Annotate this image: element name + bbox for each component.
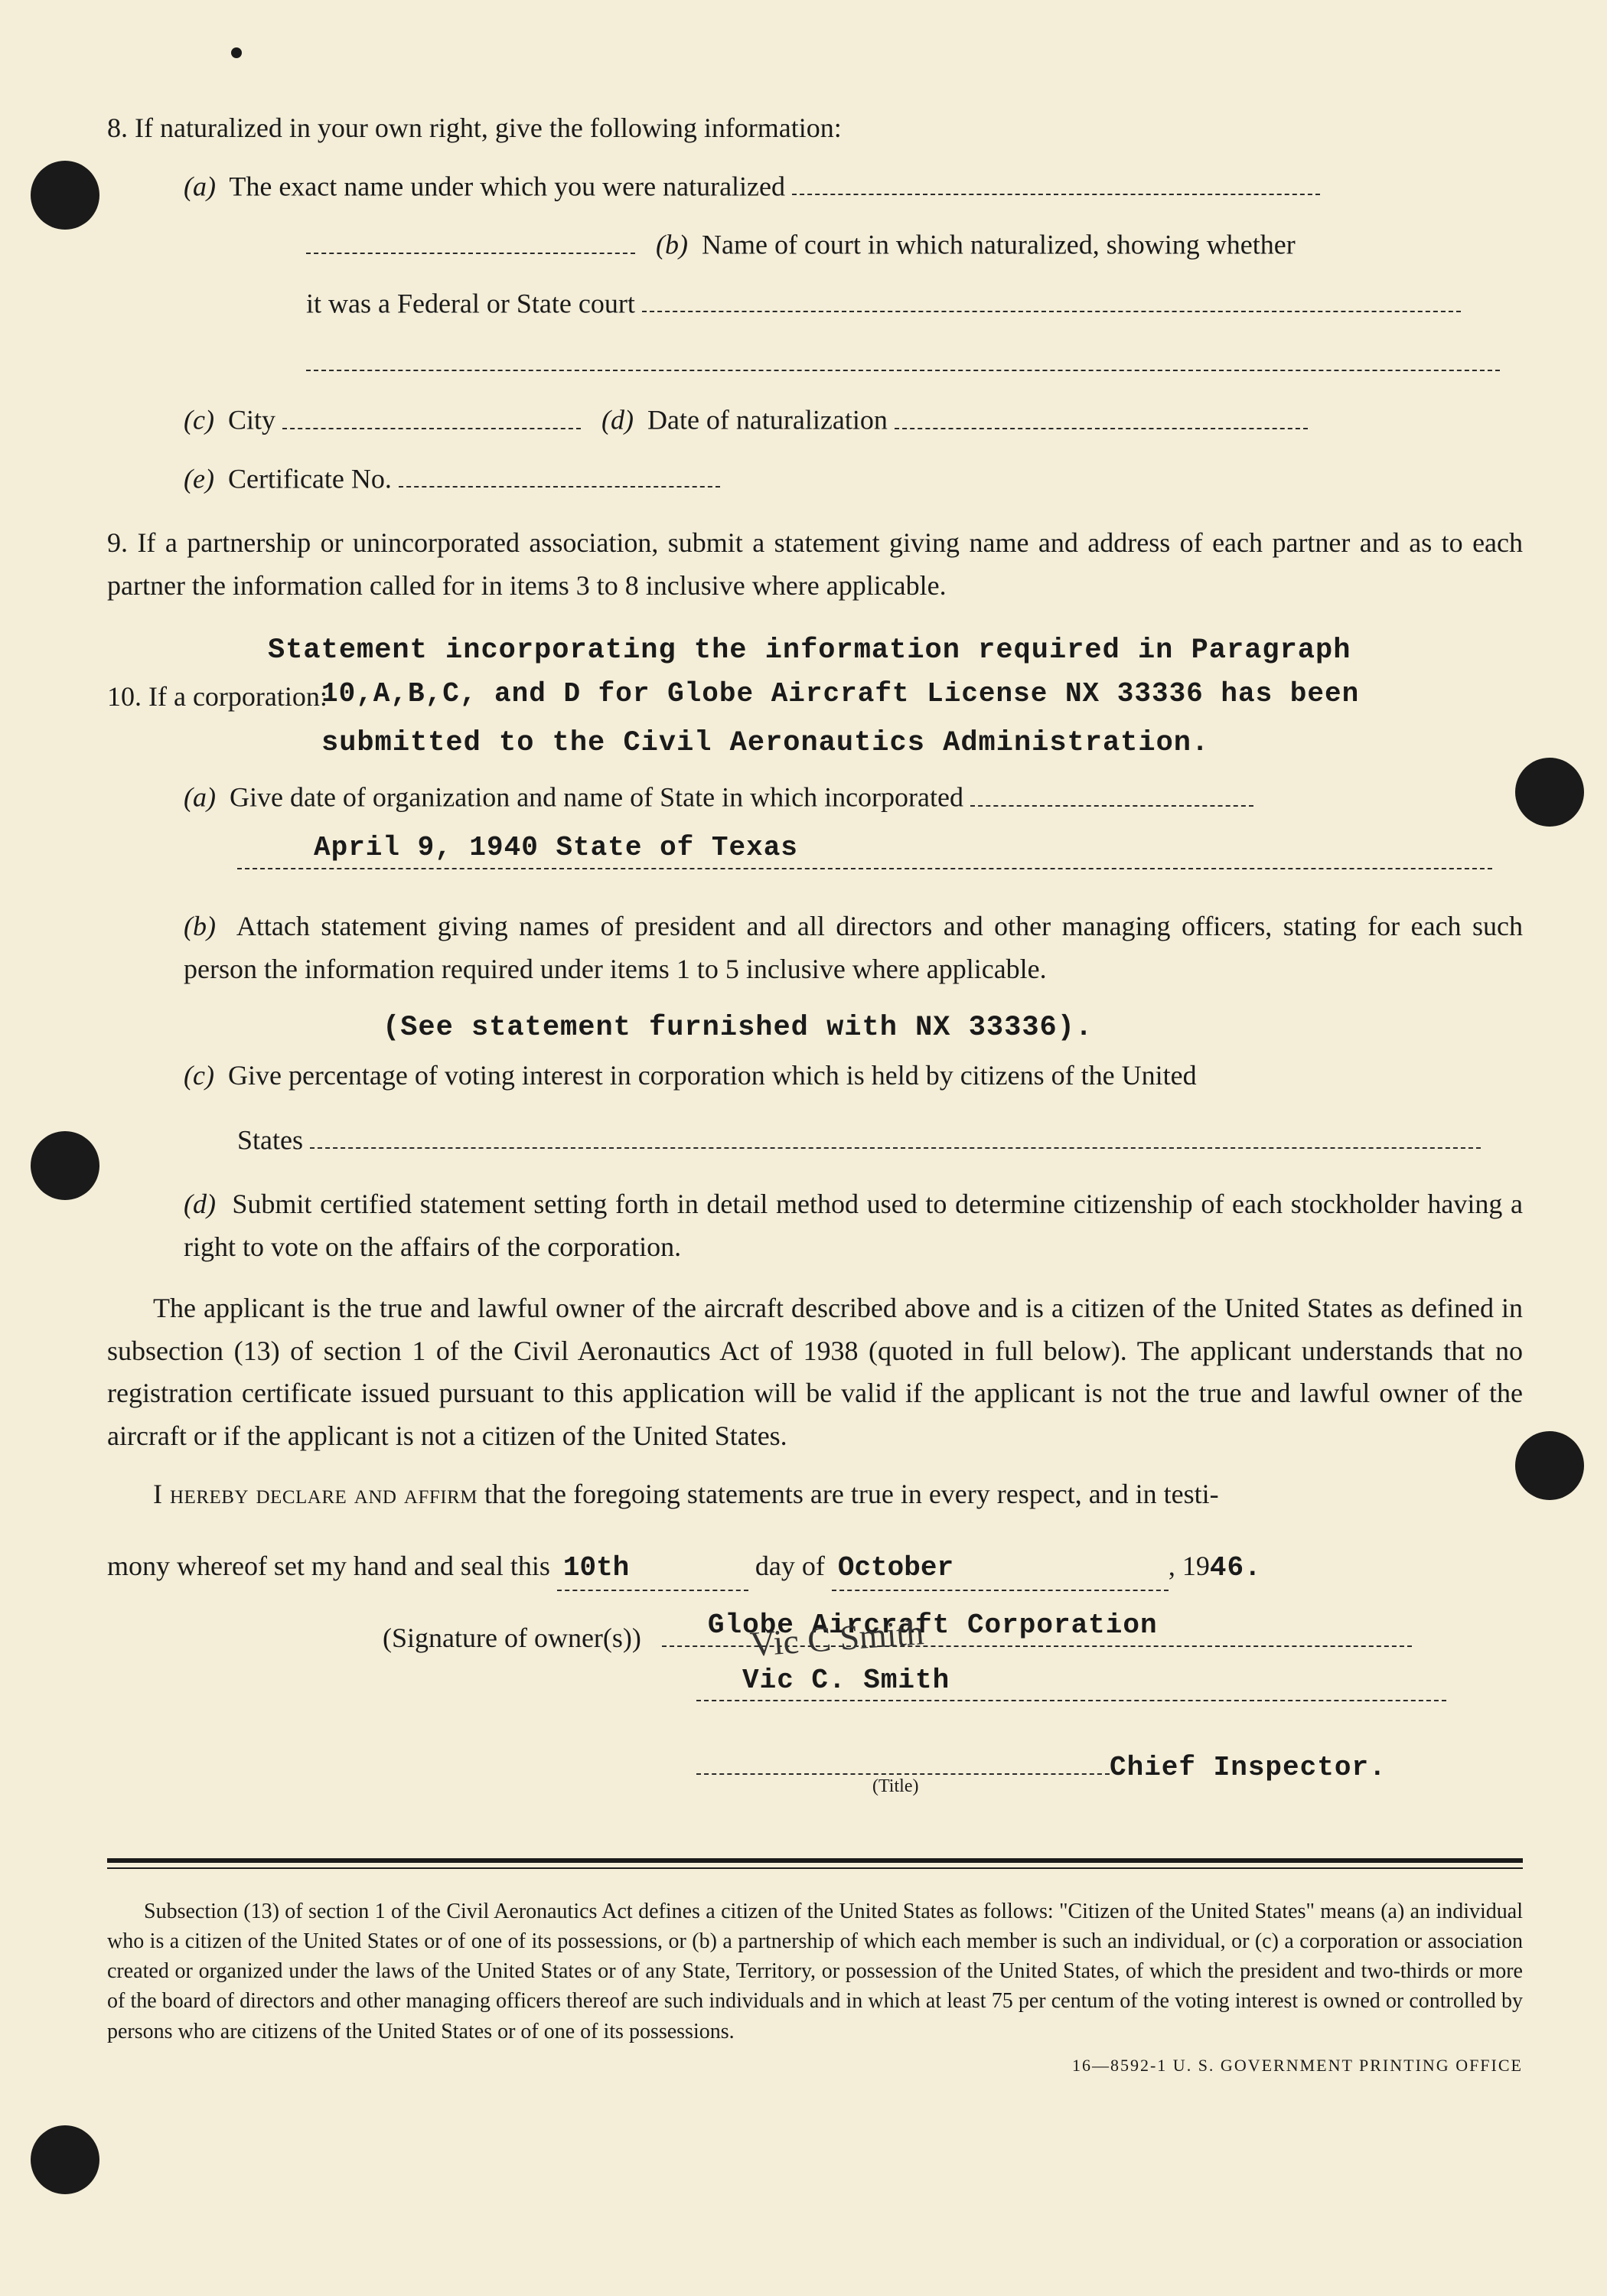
blank-line	[970, 776, 1253, 807]
item-8: 8. If naturalized in your own right, giv…	[107, 107, 1523, 501]
form-page: 8. If naturalized in your own right, giv…	[107, 107, 1523, 2079]
signature-area: (Signature of owner(s)) Globe Aircraft C…	[107, 1617, 1523, 1789]
blank-line	[895, 399, 1308, 429]
sub-letter: (c)	[184, 1060, 214, 1091]
punch-hole	[31, 2125, 99, 2194]
blank-line	[399, 458, 720, 488]
item-8b-cont: it was a Federal or State court	[306, 282, 1523, 325]
punch-hole	[1515, 758, 1584, 827]
blank-line	[306, 223, 635, 254]
sub-text: it was a Federal or State court	[306, 288, 635, 318]
sub-text: Attach statement giving names of preside…	[184, 911, 1523, 984]
blank-line	[642, 282, 1461, 313]
sub-text: Give percentage of voting interest in co…	[228, 1060, 1197, 1091]
item-8a: (a) The exact name under which you were …	[184, 165, 1523, 208]
sub-letter: (e)	[184, 463, 214, 494]
typed-day: 10th	[557, 1547, 748, 1591]
item-10c-cont: States	[237, 1119, 1523, 1162]
sub-text: The exact name under which you were natu…	[229, 171, 785, 201]
sub-text: Certificate No.	[228, 463, 392, 494]
typed-answer: (See statement furnished with NX 33336).	[383, 1006, 1523, 1050]
sub-text: Name of court in which naturalized, show…	[702, 230, 1296, 260]
decl-text: that the foregoing statements are true i…	[478, 1479, 1219, 1509]
blank-line	[310, 1119, 1481, 1150]
title-label: (Title)	[872, 1773, 918, 1801]
item-10b: (b) Attach statement giving names of pre…	[184, 905, 1523, 991]
signature-label: (Signature of owner(s))	[383, 1623, 641, 1653]
title-typed: Chief Inspector.	[1110, 1752, 1387, 1783]
item-10c: (c) Give percentage of voting interest i…	[184, 1055, 1523, 1097]
sub-text: Date of naturalization	[647, 405, 888, 435]
blank-line	[792, 165, 1320, 196]
declaration-para-2: I hereby declare and affirm that the for…	[107, 1473, 1523, 1516]
item-10-row: 10. If a corporation: 10,A,B,C, and D fo…	[107, 676, 1523, 719]
declare-affirm: I hereby declare and affirm	[153, 1479, 478, 1509]
sub-letter: (b)	[184, 911, 216, 941]
punch-hole	[31, 1131, 99, 1200]
typed-answer: April 9, 1940 State of Texas	[314, 827, 798, 869]
item-text: If a partnership or unincorporated assoc…	[107, 527, 1523, 601]
divider-thick	[107, 1858, 1523, 1863]
decl-text: mony whereof set my hand and seal this	[107, 1551, 557, 1581]
typed-year: 46.	[1210, 1552, 1262, 1583]
typed-month: October	[832, 1547, 1169, 1591]
blank-line: April 9, 1940 State of Texas	[237, 840, 1492, 870]
item-10a-answer: April 9, 1940 State of Texas	[237, 840, 1523, 882]
sub-text: Submit certified statement setting forth…	[184, 1189, 1523, 1262]
item-10d: (d) Submit certified statement setting f…	[184, 1183, 1523, 1269]
declaration-date-line: mony whereof set my hand and seal this 1…	[107, 1545, 1523, 1591]
sub-letter: (b)	[656, 230, 688, 260]
sub-letter: (a)	[184, 782, 216, 813]
stray-mark	[231, 47, 242, 58]
item-number: 8.	[107, 113, 128, 143]
item-number: 10.	[107, 681, 142, 712]
blank-line	[282, 399, 581, 429]
declaration-para-1: The applicant is the true and lawful own…	[107, 1287, 1523, 1458]
item-8b-blank	[306, 341, 1523, 383]
typed-response-line: 10,A,B,C, and D for Globe Aircraft Licen…	[321, 673, 1359, 716]
signature-line-2: Vic C. Smith	[696, 1700, 1446, 1701]
blank-line	[306, 341, 1500, 371]
item-8e: (e) Certificate No.	[184, 458, 1523, 501]
typed-response-line: submitted to the Civil Aeronautics Admin…	[321, 722, 1523, 765]
footnote: Subsection (13) of section 1 of the Civi…	[107, 1896, 1523, 2047]
item-8cd: (c) City (d) Date of naturalization	[184, 399, 1523, 442]
decl-text: day of	[748, 1551, 832, 1581]
decl-text: , 19	[1169, 1551, 1210, 1581]
item-text: If naturalized in your own right, give t…	[135, 113, 842, 143]
punch-hole	[1515, 1431, 1584, 1500]
sub-letter: (d)	[184, 1189, 216, 1219]
item-text: If a corporation:	[148, 681, 328, 712]
item-10a: (a) Give date of organization and name o…	[184, 776, 1523, 819]
sub-letter: (d)	[601, 405, 634, 435]
sub-letter: (c)	[184, 405, 214, 435]
typed-response-line: Statement incorporating the information …	[268, 629, 1523, 673]
divider-thin	[107, 1867, 1523, 1869]
sub-text: States	[237, 1124, 303, 1155]
sub-text: City	[228, 405, 275, 435]
signature-typed-2: Vic C. Smith	[742, 1659, 950, 1702]
gov-printing-office: 16—8592-1 U. S. GOVERNMENT PRINTING OFFI…	[107, 2053, 1523, 2079]
sub-letter: (a)	[184, 171, 216, 201]
item-number: 9.	[107, 527, 128, 558]
sub-text: Give date of organization and name of St…	[230, 782, 963, 813]
item-9: 9. If a partnership or unincorporated as…	[107, 522, 1523, 608]
item-8b: (b) Name of court in which naturalized, …	[306, 223, 1523, 266]
punch-hole	[31, 161, 99, 230]
